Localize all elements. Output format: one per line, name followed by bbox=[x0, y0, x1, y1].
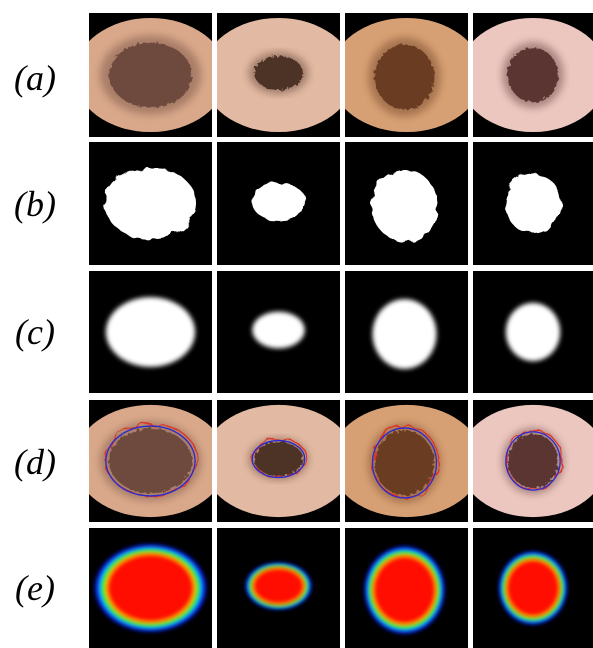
image-cell bbox=[459, 400, 593, 522]
cell-content bbox=[330, 13, 483, 137]
cell-content bbox=[473, 528, 593, 648]
cell-content bbox=[202, 13, 355, 137]
heat-ring bbox=[108, 555, 194, 622]
heat-ring bbox=[253, 568, 303, 603]
image-cell bbox=[330, 13, 483, 137]
lesion bbox=[254, 56, 303, 90]
image-cell bbox=[459, 13, 593, 137]
cell-content bbox=[217, 271, 340, 393]
cell-content bbox=[345, 271, 468, 393]
image-grid bbox=[0, 0, 593, 648]
image-cell bbox=[202, 400, 355, 522]
cell-content bbox=[89, 528, 212, 648]
cell-content bbox=[74, 400, 227, 522]
cell-content bbox=[217, 142, 340, 265]
cell-content bbox=[330, 400, 483, 522]
mask-pred bbox=[252, 312, 304, 349]
cell-content bbox=[74, 13, 227, 137]
mask bbox=[252, 183, 306, 221]
mask-pred bbox=[506, 303, 560, 361]
cell-content bbox=[89, 142, 212, 265]
mask bbox=[505, 174, 561, 234]
cell-content bbox=[202, 400, 355, 522]
cell-content bbox=[345, 528, 468, 648]
cell-content bbox=[345, 142, 468, 265]
mask-pred bbox=[372, 299, 436, 369]
cell-content bbox=[473, 271, 593, 393]
lesion bbox=[109, 429, 192, 494]
cell-content bbox=[89, 271, 212, 393]
mask-pred bbox=[106, 297, 195, 367]
image-cell bbox=[330, 400, 483, 522]
lesion bbox=[375, 431, 434, 496]
cell-content bbox=[459, 400, 593, 522]
mask bbox=[372, 170, 438, 242]
image-cell bbox=[89, 142, 212, 265]
heat-ring bbox=[507, 560, 559, 616]
cell-content bbox=[217, 528, 340, 648]
image-cell bbox=[345, 142, 468, 265]
heat-ring bbox=[374, 557, 435, 624]
image-cell bbox=[74, 13, 227, 137]
image-cell bbox=[345, 528, 468, 648]
lesion bbox=[109, 43, 192, 108]
lesion bbox=[508, 434, 558, 488]
lesion bbox=[375, 45, 434, 110]
figure: (a) (b) (c) (d) (e) (() => { const data … bbox=[0, 0, 593, 648]
image-cell bbox=[473, 271, 593, 393]
cell-content bbox=[473, 142, 593, 265]
image-cell bbox=[74, 400, 227, 522]
image-cell bbox=[217, 142, 340, 265]
image-cell bbox=[473, 142, 593, 265]
image-cell bbox=[217, 271, 340, 393]
mask bbox=[105, 168, 197, 240]
image-cell bbox=[345, 271, 468, 393]
cell-content bbox=[459, 13, 593, 137]
lesion bbox=[254, 442, 303, 476]
image-cell bbox=[473, 528, 593, 648]
image-cell bbox=[89, 271, 212, 393]
image-cell bbox=[217, 528, 340, 648]
lesion bbox=[508, 48, 558, 102]
image-cell bbox=[89, 528, 212, 648]
image-cell bbox=[202, 13, 355, 137]
